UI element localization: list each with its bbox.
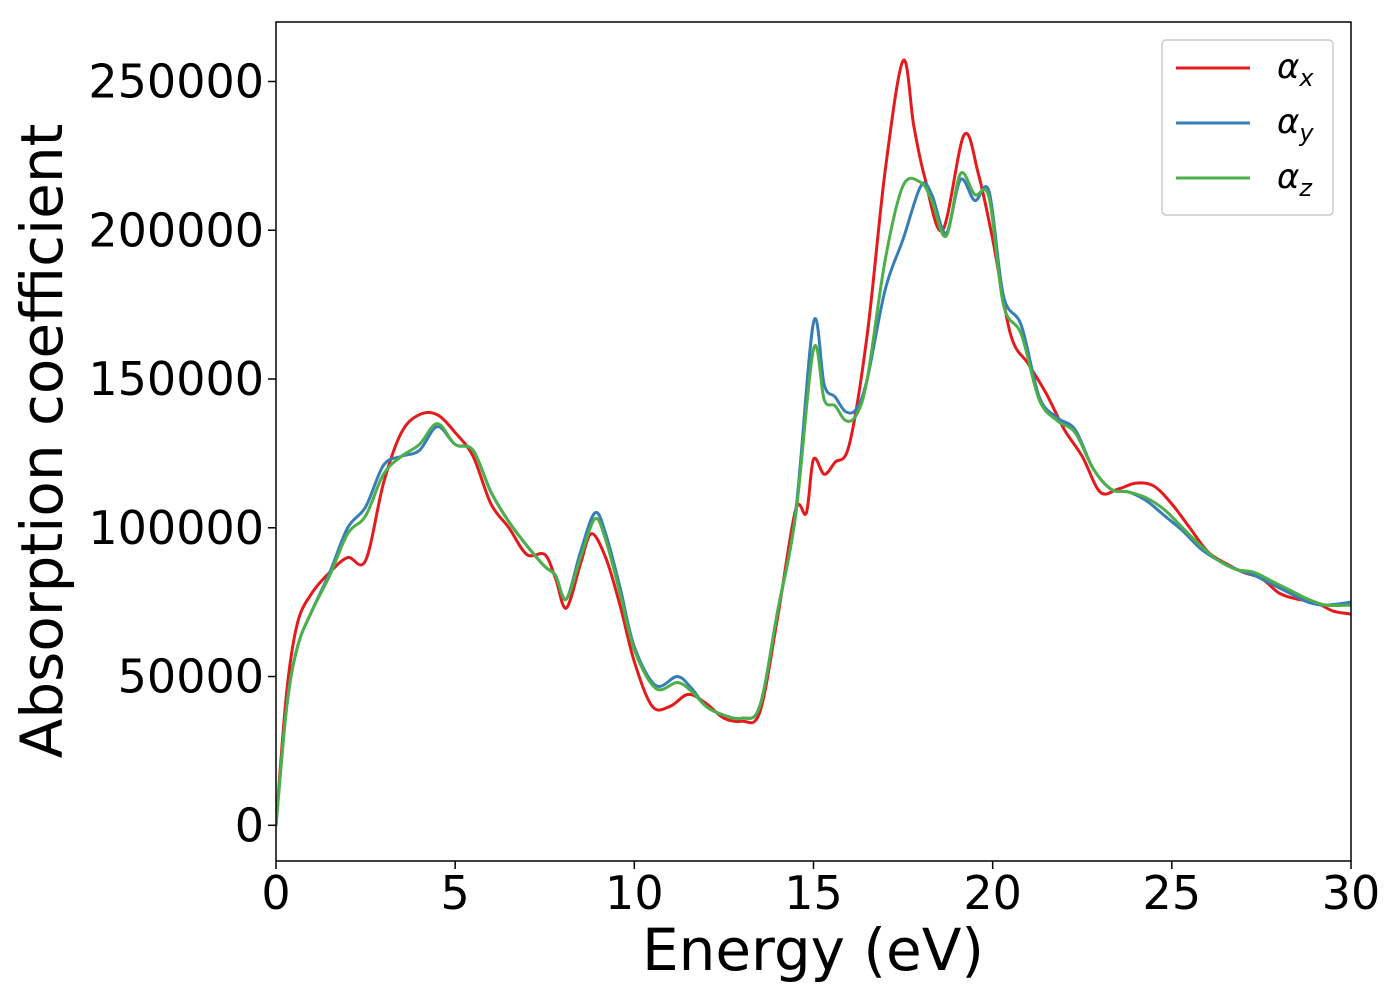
y-tick-label: 100000 bbox=[88, 501, 264, 555]
x-tick-label: 30 bbox=[1322, 866, 1381, 920]
x-tick-label: 5 bbox=[441, 866, 470, 920]
x-tick-label: 20 bbox=[963, 866, 1022, 920]
series-line-alpha-y bbox=[276, 177, 1351, 827]
y-tick-label: 150000 bbox=[88, 352, 264, 406]
legend-label-alpha-z: αz bbox=[1277, 157, 1313, 202]
y-tick-label: 50000 bbox=[118, 650, 264, 704]
x-axis-label: Energy (eV) bbox=[642, 916, 984, 984]
legend-label-alpha-y: αy bbox=[1277, 102, 1314, 147]
x-tick-label: 25 bbox=[1143, 866, 1202, 920]
legend-label-main: α bbox=[1277, 157, 1299, 197]
legend-label-alpha-x: αx bbox=[1277, 47, 1314, 92]
legend-label-subscript: y bbox=[1298, 119, 1314, 147]
y-axis-label: Absorption coefficient bbox=[8, 124, 76, 759]
x-tick-label: 0 bbox=[261, 866, 290, 920]
series-line-alpha-x bbox=[276, 58, 1351, 827]
y-axis: 0 50000 100000 150000 200000 250000 bbox=[88, 55, 276, 852]
y-tick-label: 0 bbox=[235, 798, 264, 852]
legend-label-main: α bbox=[1277, 102, 1299, 142]
series-layer bbox=[276, 58, 1351, 827]
series-line-alpha-z bbox=[276, 170, 1351, 827]
x-axis: 0 5 10 15 20 25 30 bbox=[261, 861, 1380, 920]
legend-frame bbox=[1161, 39, 1334, 216]
legend-label-main: α bbox=[1277, 47, 1299, 87]
x-tick-label: 15 bbox=[784, 866, 843, 920]
y-tick-label: 250000 bbox=[88, 55, 264, 109]
legend-label-subscript: x bbox=[1298, 64, 1314, 92]
y-tick-label: 200000 bbox=[88, 203, 264, 257]
x-tick-label: 10 bbox=[605, 866, 664, 920]
legend-label-subscript: z bbox=[1298, 174, 1313, 202]
